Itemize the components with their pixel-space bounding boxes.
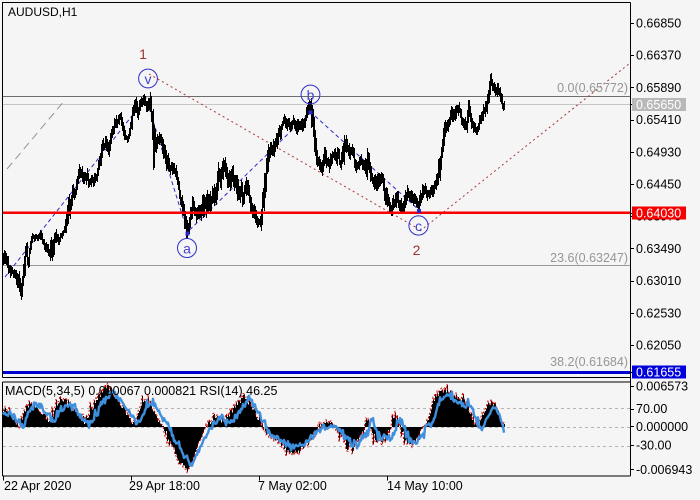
svg-text:0.62050: 0.62050 (636, 339, 681, 353)
svg-text:1: 1 (139, 46, 147, 62)
svg-text:-30.00: -30.00 (636, 439, 671, 453)
svg-text:14 May 10:00: 14 May 10:00 (387, 479, 463, 493)
svg-text:a: a (183, 241, 191, 257)
svg-text:0.61655: 0.61655 (636, 366, 681, 380)
svg-text:0.000000: 0.000000 (636, 420, 688, 434)
svg-text:MACD(5,34,5) 0.000067 0.000821: MACD(5,34,5) 0.000067 0.000821 RSI(14) 4… (5, 384, 277, 398)
svg-text:0.64930: 0.64930 (636, 145, 681, 159)
svg-text:b: b (307, 87, 315, 103)
svg-text:0.62530: 0.62530 (636, 306, 681, 320)
svg-text:23.6(0.63247): 23.6(0.63247) (550, 251, 628, 265)
svg-text:0.63010: 0.63010 (636, 274, 681, 288)
svg-text:29 Apr 18:00: 29 Apr 18:00 (129, 479, 200, 493)
svg-text:0.65410: 0.65410 (636, 113, 681, 127)
svg-text:0.66850: 0.66850 (636, 17, 681, 31)
svg-text:0.65890: 0.65890 (636, 81, 681, 95)
svg-text:0.64030: 0.64030 (636, 207, 681, 221)
svg-text:v: v (145, 71, 152, 87)
svg-text:7 May 02:00: 7 May 02:00 (258, 479, 327, 493)
svg-text:0.65650: 0.65650 (636, 98, 681, 112)
svg-text:c: c (415, 218, 422, 234)
svg-text:0.63490: 0.63490 (636, 242, 681, 256)
svg-text:0.006573: 0.006573 (636, 379, 688, 393)
svg-text:70.00: 70.00 (636, 402, 667, 416)
svg-text:0.0(0.65772): 0.0(0.65772) (557, 81, 628, 95)
svg-text:38.2(0.61684): 38.2(0.61684) (550, 355, 628, 369)
svg-text:-0.006943: -0.006943 (636, 463, 692, 477)
svg-text:2: 2 (413, 242, 421, 258)
svg-text:AUDUSD,H1: AUDUSD,H1 (8, 5, 78, 19)
svg-text:0.66370: 0.66370 (636, 49, 681, 63)
svg-text:0.64450: 0.64450 (636, 178, 681, 192)
svg-text:22 Apr 2020: 22 Apr 2020 (4, 479, 71, 493)
